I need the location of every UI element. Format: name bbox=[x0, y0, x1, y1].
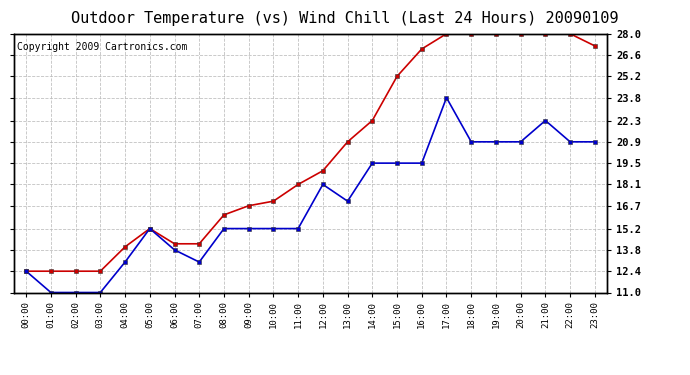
Text: Outdoor Temperature (vs) Wind Chill (Last 24 Hours) 20090109: Outdoor Temperature (vs) Wind Chill (Las… bbox=[71, 11, 619, 26]
Text: Copyright 2009 Cartronics.com: Copyright 2009 Cartronics.com bbox=[17, 42, 187, 51]
